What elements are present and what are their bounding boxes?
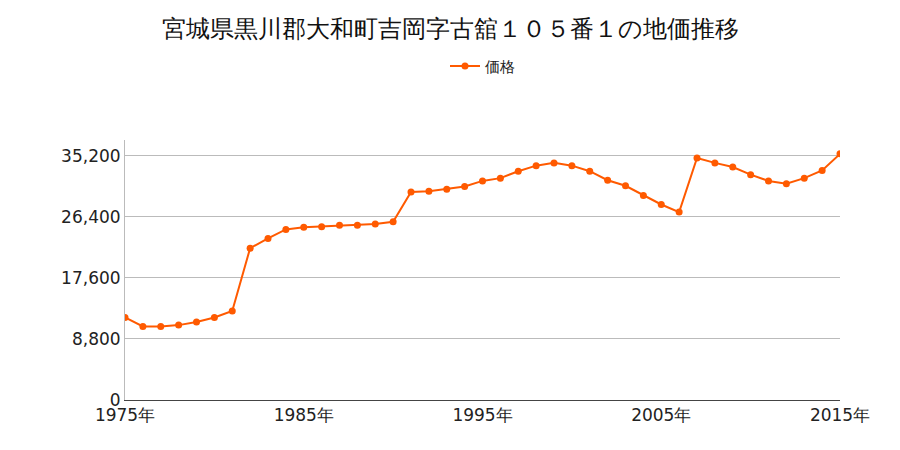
svg-text:26,400: 26,400 xyxy=(61,207,120,227)
svg-text:0: 0 xyxy=(110,390,121,410)
svg-text:1985年: 1985年 xyxy=(274,405,334,425)
svg-text:価格: 価格 xyxy=(485,58,515,76)
svg-text:1975年: 1975年 xyxy=(95,405,155,425)
svg-text:1995年: 1995年 xyxy=(452,405,512,425)
svg-text:17,600: 17,600 xyxy=(61,268,120,288)
svg-text:2015年: 2015年 xyxy=(810,405,870,425)
svg-text:8,800: 8,800 xyxy=(72,329,121,349)
svg-text:2005年: 2005年 xyxy=(631,405,691,425)
svg-text:35,200: 35,200 xyxy=(61,146,120,166)
svg-text:宮城県黒川郡大和町吉岡字古舘１０５番１の地価推移: 宮城県黒川郡大和町吉岡字古舘１０５番１の地価推移 xyxy=(162,15,739,43)
